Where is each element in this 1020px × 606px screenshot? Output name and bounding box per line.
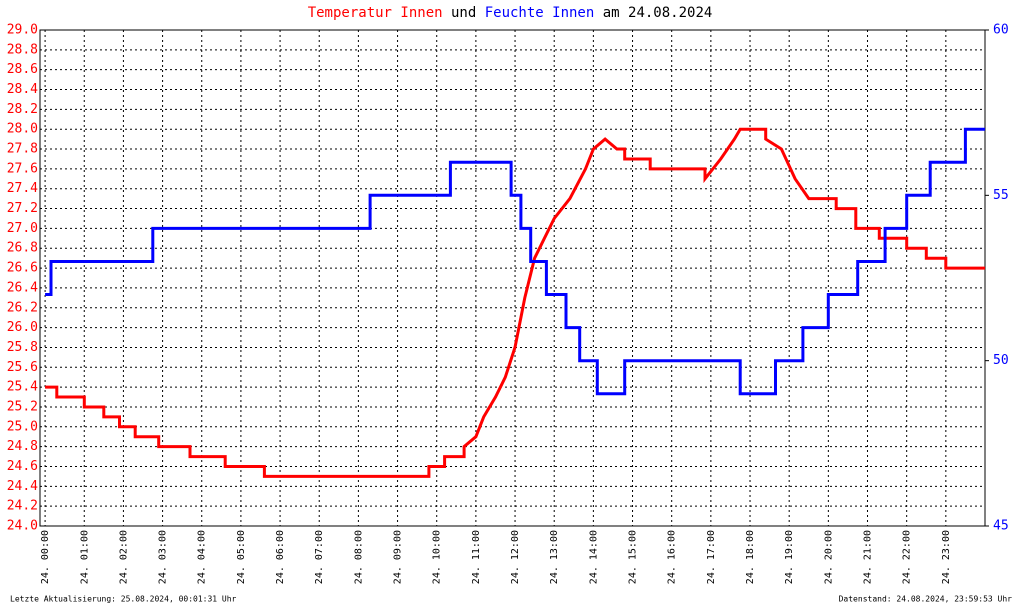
y-tick-label: 25.2	[7, 399, 38, 414]
y2-tick-label: 45	[993, 519, 1009, 534]
y-tick-label: 28.8	[7, 42, 38, 57]
x-tick-label: 24. 03:00	[158, 530, 169, 584]
y-tick-label: 26.0	[7, 320, 38, 335]
x-tick-label: 24. 00:00	[40, 530, 51, 584]
series-line	[45, 127, 985, 478]
x-tick-label: 24. 02:00	[118, 530, 129, 584]
y-tick-label: 27.6	[7, 161, 38, 176]
x-tick-label: 24. 01:00	[79, 530, 90, 584]
y-tick-label: 25.4	[7, 380, 38, 395]
title-suffix: am 24.08.2024	[603, 5, 713, 21]
y-tick-label: 27.2	[7, 201, 38, 216]
x-tick-label: 24. 20:00	[823, 530, 834, 584]
plot-frame	[39, 29, 986, 527]
x-tick-label: 24. 18:00	[745, 530, 756, 584]
y-tick-label: 24.0	[7, 519, 38, 534]
y-tick-label: 25.0	[7, 419, 38, 434]
x-tick-label: 24. 23:00	[941, 530, 952, 584]
x-tick-label: 24. 10:00	[432, 530, 443, 584]
y-tick-label: 29.0	[7, 23, 38, 38]
y-tick-label: 24.8	[7, 439, 38, 454]
y-tick-label: 28.0	[7, 122, 38, 137]
y-tick-label: 26.4	[7, 280, 38, 295]
y-tick-label: 24.6	[7, 459, 38, 474]
y2-tick-label: 55	[993, 188, 1009, 203]
y-tick-label: 28.4	[7, 82, 38, 97]
y-tick-label: 25.6	[7, 360, 38, 375]
y-tick-label: 24.2	[7, 499, 38, 514]
y-tick-label: 24.4	[7, 479, 38, 494]
x-tick-label: 24. 13:00	[549, 530, 560, 584]
y-tick-label: 25.8	[7, 340, 38, 355]
x-tick-label: 24. 22:00	[902, 530, 913, 584]
x-tick-label: 24. 09:00	[393, 530, 404, 584]
x-tick-label: 24. 19:00	[784, 530, 795, 584]
y-tick-label: 27.8	[7, 142, 38, 157]
x-tick-label: 24. 15:00	[628, 530, 639, 584]
footer-left: Letzte Aktualisierung: 25.08.2024, 00:01…	[10, 595, 237, 604]
y-tick-label: 27.4	[7, 181, 38, 196]
x-tick-label: 24. 17:00	[706, 530, 717, 584]
x-tick-label: 24. 04:00	[197, 530, 208, 584]
footer-right: Datenstand: 24.08.2024, 23:59:53 Uhr	[839, 595, 1013, 604]
x-tick-label: 24. 08:00	[353, 530, 364, 584]
x-tick-label: 24. 16:00	[667, 530, 678, 584]
y-tick-label: 26.6	[7, 261, 38, 276]
y-tick-label: 27.0	[7, 221, 38, 236]
y2-tick-label: 60	[993, 23, 1009, 38]
chart-title: Temperatur Innen und Feuchte Innen am 24…	[308, 5, 713, 21]
x-tick-label: 24. 06:00	[275, 530, 286, 584]
x-tick-label: 24. 14:00	[588, 530, 599, 584]
x-tick-label: 24. 12:00	[510, 530, 521, 584]
x-tick-label: 24. 07:00	[314, 530, 325, 584]
x-tick-label: 24. 11:00	[471, 530, 482, 584]
title-series-1: Temperatur Innen	[308, 5, 443, 21]
y-tick-label: 28.6	[7, 62, 38, 77]
series-line	[45, 127, 985, 396]
y-tick-label: 26.8	[7, 241, 38, 256]
x-tick-label: 24. 05:00	[236, 530, 247, 584]
x-tick-label: 24. 21:00	[863, 530, 874, 584]
title-series-2: Feuchte Innen	[485, 5, 595, 21]
y2-tick-label: 50	[993, 353, 1009, 368]
y-tick-label: 28.2	[7, 102, 38, 117]
y-tick-label: 26.2	[7, 300, 38, 315]
title-connector: und	[451, 5, 476, 21]
